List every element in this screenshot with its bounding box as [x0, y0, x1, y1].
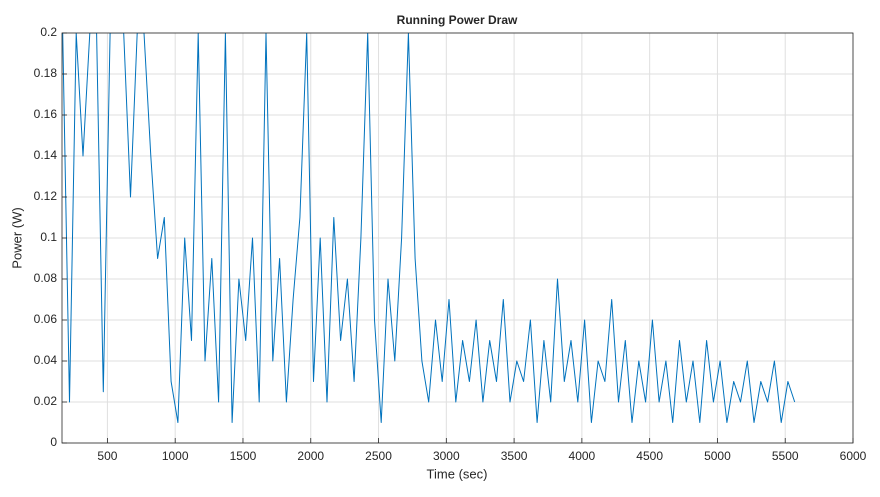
x-tick-label: 5500	[772, 449, 799, 463]
x-tick-label: 4500	[636, 449, 663, 463]
y-tick-label: 0.18	[34, 66, 58, 80]
y-tick-label: 0.02	[34, 394, 58, 408]
x-tick-label: 2000	[297, 449, 324, 463]
y-tick-label: 0.04	[34, 353, 58, 367]
y-tick-label: 0.16	[34, 107, 58, 121]
y-tick-label: 0.08	[34, 271, 58, 285]
plot	[62, 33, 796, 423]
y-tick-label: 0.06	[34, 312, 58, 326]
x-tick-label: 3000	[433, 449, 460, 463]
y-axis-label: Power (W)	[9, 207, 24, 268]
x-axis-label: Time (sec)	[427, 466, 488, 481]
y-tick-label: 0.14	[34, 148, 58, 162]
x-tick-label: 1000	[162, 449, 189, 463]
chart-title: Running Power Draw	[397, 13, 518, 27]
y-tick-label: 0	[50, 435, 57, 449]
x-tick-label: 1500	[230, 449, 257, 463]
y-tick-label: 0.12	[34, 189, 58, 203]
x-tick-label: 5000	[704, 449, 731, 463]
x-tick-label: 500	[97, 449, 117, 463]
tick-labels: 0 0.02 0.04 0.06 0.08 0.1 0.12 0.14 0.16 0.18 0.2 5…	[34, 25, 867, 463]
y-tick-label: 0.2	[40, 25, 57, 39]
x-tick-label: 2500	[365, 449, 392, 463]
x-tick-label: 4000	[569, 449, 596, 463]
y-tick-label: 0.1	[40, 230, 57, 244]
data-line	[62, 33, 796, 423]
x-tick-label: 3500	[501, 449, 528, 463]
x-tick-label: 6000	[840, 449, 867, 463]
